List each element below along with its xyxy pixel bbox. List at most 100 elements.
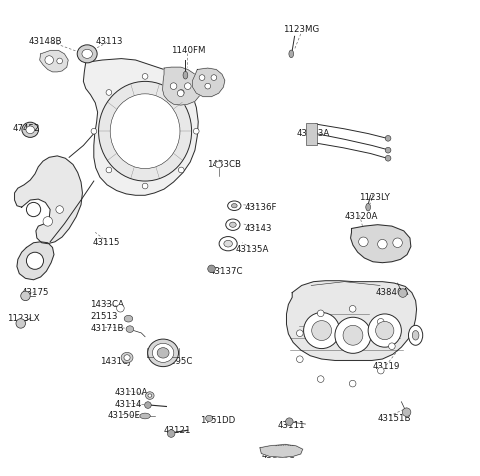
Circle shape bbox=[377, 318, 384, 325]
Ellipse shape bbox=[408, 325, 423, 345]
Circle shape bbox=[106, 167, 112, 173]
Circle shape bbox=[106, 89, 112, 95]
Text: 1123LX: 1123LX bbox=[8, 314, 40, 323]
Circle shape bbox=[193, 129, 199, 134]
Text: 43840A: 43840A bbox=[375, 288, 408, 297]
Circle shape bbox=[211, 75, 217, 80]
Ellipse shape bbox=[110, 94, 180, 169]
Ellipse shape bbox=[98, 81, 192, 181]
Circle shape bbox=[303, 313, 340, 348]
Circle shape bbox=[177, 90, 184, 97]
Circle shape bbox=[385, 148, 391, 153]
Text: 43113: 43113 bbox=[95, 37, 123, 46]
Text: 1433CA: 1433CA bbox=[91, 300, 124, 309]
Text: 43295C: 43295C bbox=[159, 357, 192, 366]
Ellipse shape bbox=[289, 50, 294, 58]
Circle shape bbox=[398, 289, 407, 298]
Circle shape bbox=[91, 129, 97, 134]
Polygon shape bbox=[14, 156, 83, 244]
Circle shape bbox=[312, 321, 332, 340]
Circle shape bbox=[144, 402, 151, 408]
Circle shape bbox=[343, 326, 363, 345]
Ellipse shape bbox=[157, 347, 169, 358]
Circle shape bbox=[388, 343, 395, 349]
Circle shape bbox=[43, 217, 52, 226]
Text: 43151B: 43151B bbox=[378, 414, 411, 423]
Polygon shape bbox=[287, 281, 417, 360]
Circle shape bbox=[349, 306, 356, 312]
Circle shape bbox=[335, 317, 371, 353]
Text: 43171B: 43171B bbox=[91, 324, 124, 333]
Ellipse shape bbox=[140, 413, 150, 419]
Circle shape bbox=[402, 408, 411, 416]
Text: 43143: 43143 bbox=[245, 224, 272, 233]
Circle shape bbox=[117, 305, 124, 312]
Ellipse shape bbox=[124, 355, 130, 360]
Ellipse shape bbox=[126, 326, 134, 332]
Circle shape bbox=[377, 367, 384, 374]
Circle shape bbox=[142, 74, 148, 79]
Circle shape bbox=[45, 56, 53, 64]
Circle shape bbox=[16, 319, 25, 328]
Circle shape bbox=[57, 58, 62, 64]
Text: 47452: 47452 bbox=[12, 124, 40, 133]
Polygon shape bbox=[163, 67, 201, 105]
Ellipse shape bbox=[229, 222, 236, 228]
Text: 1140FM: 1140FM bbox=[171, 46, 206, 55]
Text: 43137C: 43137C bbox=[209, 267, 243, 276]
Ellipse shape bbox=[231, 204, 237, 208]
Circle shape bbox=[349, 380, 356, 387]
Text: 43175: 43175 bbox=[22, 288, 49, 297]
Ellipse shape bbox=[226, 219, 240, 230]
Ellipse shape bbox=[153, 343, 174, 362]
Text: 43136F: 43136F bbox=[245, 203, 277, 212]
Ellipse shape bbox=[26, 126, 35, 134]
Text: 43150E: 43150E bbox=[107, 411, 140, 420]
Ellipse shape bbox=[366, 203, 371, 211]
Circle shape bbox=[368, 314, 401, 347]
Circle shape bbox=[317, 376, 324, 382]
Text: 43110A: 43110A bbox=[114, 388, 148, 397]
Text: 1433CB: 1433CB bbox=[207, 160, 241, 169]
Text: 1431CJ: 1431CJ bbox=[100, 357, 131, 366]
Ellipse shape bbox=[148, 394, 152, 397]
Circle shape bbox=[286, 418, 293, 426]
Circle shape bbox=[216, 161, 222, 168]
Ellipse shape bbox=[121, 352, 133, 363]
Circle shape bbox=[168, 430, 175, 437]
Circle shape bbox=[208, 265, 216, 273]
Circle shape bbox=[297, 330, 303, 337]
Ellipse shape bbox=[77, 45, 97, 63]
Text: 43176: 43176 bbox=[195, 72, 222, 81]
Circle shape bbox=[393, 238, 402, 248]
Circle shape bbox=[26, 252, 44, 269]
Ellipse shape bbox=[224, 240, 232, 247]
Circle shape bbox=[205, 83, 211, 89]
Text: 43114: 43114 bbox=[114, 400, 142, 408]
Text: 43135A: 43135A bbox=[235, 245, 269, 254]
Circle shape bbox=[56, 206, 63, 213]
Circle shape bbox=[376, 321, 394, 340]
Polygon shape bbox=[40, 50, 68, 72]
Text: 1123LY: 1123LY bbox=[359, 193, 390, 202]
Circle shape bbox=[21, 291, 30, 301]
Text: 43121: 43121 bbox=[164, 426, 192, 435]
Bar bbox=[306, 123, 317, 146]
Polygon shape bbox=[260, 445, 303, 457]
Ellipse shape bbox=[145, 392, 154, 399]
Circle shape bbox=[297, 356, 303, 363]
Ellipse shape bbox=[22, 122, 38, 138]
Polygon shape bbox=[17, 242, 54, 280]
Ellipse shape bbox=[124, 316, 133, 322]
Polygon shape bbox=[192, 68, 225, 97]
Text: 43120A: 43120A bbox=[345, 212, 378, 221]
Polygon shape bbox=[84, 59, 198, 195]
Text: 21513: 21513 bbox=[91, 312, 118, 321]
Circle shape bbox=[179, 167, 184, 173]
Circle shape bbox=[142, 183, 148, 189]
Ellipse shape bbox=[82, 50, 92, 59]
Text: 43111: 43111 bbox=[278, 421, 305, 430]
Text: 43893A: 43893A bbox=[297, 129, 330, 138]
Ellipse shape bbox=[219, 237, 237, 251]
Ellipse shape bbox=[183, 71, 188, 79]
